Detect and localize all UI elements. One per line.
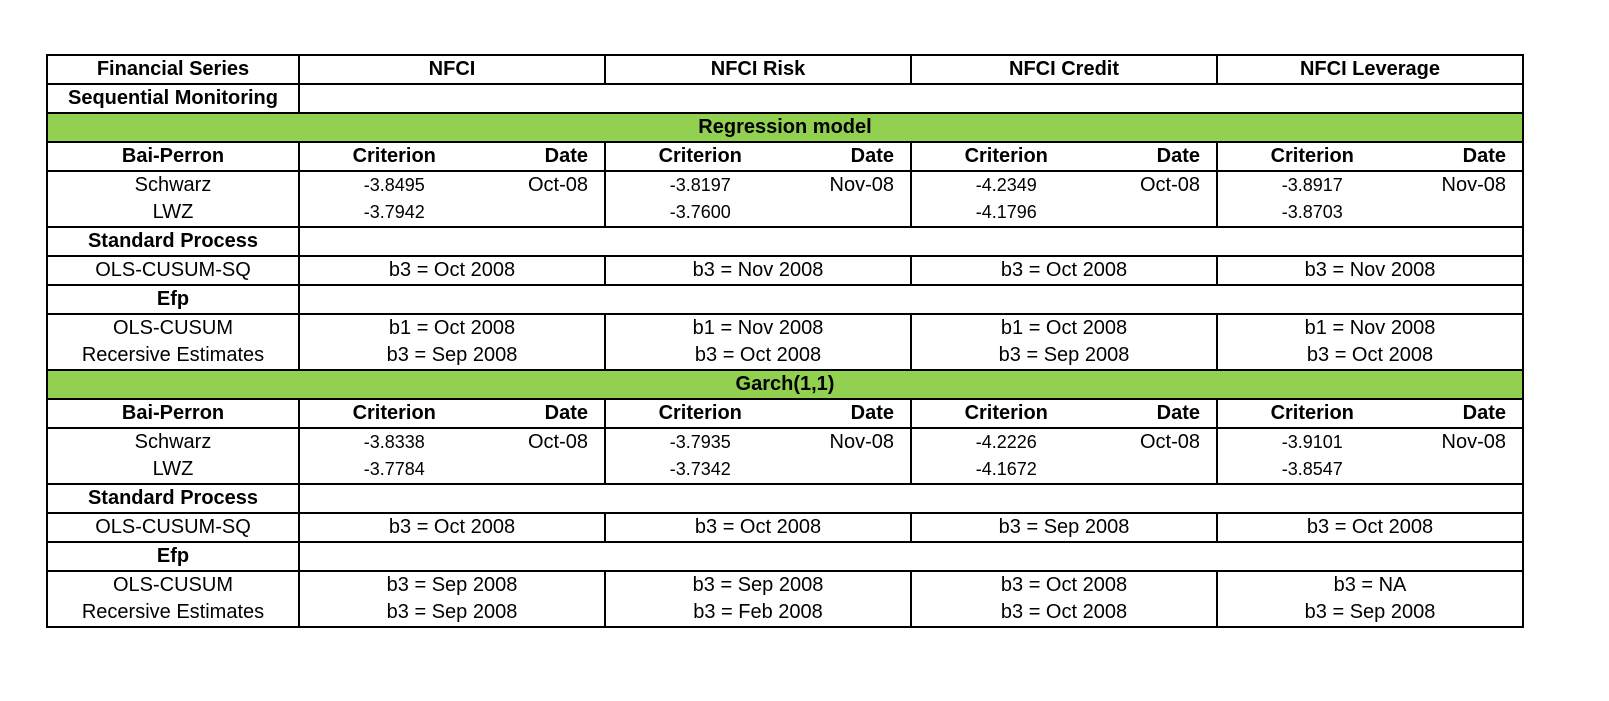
value-cell: b3 = Sep 2008 <box>298 342 606 371</box>
table-row: OLS-CUSUM b3 = Sep 2008 b3 = Sep 2008 b3… <box>46 570 1524 599</box>
empty-cell <box>298 284 1524 315</box>
empty-cell <box>298 83 1524 114</box>
criterion-date-header: Criterion Date <box>910 398 1218 429</box>
value-cell: b1 = Nov 2008 <box>604 313 912 342</box>
value-cell: -3.7935 Nov-08 <box>604 427 912 456</box>
value-cell: b3 = Sep 2008 <box>298 570 606 599</box>
value-cell: b1 = Oct 2008 <box>298 313 606 342</box>
series-header: NFCI Leverage <box>1216 54 1524 85</box>
bai-perron-label: Bai-Perron <box>46 141 300 172</box>
value-cell: -4.2349 Oct-08 <box>910 170 1218 199</box>
value-cell: b3 = Oct 2008 <box>1216 512 1524 543</box>
criterion-date-header: Criterion Date <box>298 141 606 172</box>
empty-cell <box>298 483 1524 514</box>
value-cell: b3 = Oct 2008 <box>910 255 1218 286</box>
row-label: Recersive Estimates <box>46 342 300 371</box>
criterion-date-header: Criterion Date <box>1216 141 1524 172</box>
value-cell: -3.8547 <box>1216 456 1524 485</box>
row-label: Schwarz <box>46 170 300 199</box>
criterion-date-header: Criterion Date <box>1216 398 1524 429</box>
efp-label: Efp <box>46 541 300 572</box>
section-title: Garch(1,1) <box>46 369 1524 400</box>
value-cell: b3 = Oct 2008 <box>604 512 912 543</box>
value-cell: b1 = Nov 2008 <box>1216 313 1524 342</box>
section-title: Regression model <box>46 112 1524 143</box>
criterion-date-header: Criterion Date <box>604 141 912 172</box>
value-cell: -3.7784 <box>298 456 606 485</box>
standard-process-row: Standard Process <box>46 226 1524 257</box>
series-header: NFCI Risk <box>604 54 912 85</box>
row-label: Recersive Estimates <box>46 599 300 628</box>
value-cell: b3 = Nov 2008 <box>1216 255 1524 286</box>
sequential-monitoring-label: Sequential Monitoring <box>46 83 300 114</box>
table-row: Schwarz -3.8338 Oct-08 -3.7935 Nov-08 -4.2… <box>46 427 1524 456</box>
value-cell: b3 = Sep 2008 <box>298 599 606 628</box>
value-cell: -4.1672 <box>910 456 1218 485</box>
sequential-monitoring-row: Sequential Monitoring <box>46 83 1524 114</box>
row-label: OLS-CUSUM-SQ <box>46 255 300 286</box>
bai-perron-header-row: Bai-Perron Criterion Date Criterion Date C… <box>46 141 1524 172</box>
value-cell: b3 = Sep 2008 <box>910 512 1218 543</box>
value-cell: -3.7600 <box>604 199 912 228</box>
value-cell: -3.7942 <box>298 199 606 228</box>
row-label: Schwarz <box>46 427 300 456</box>
value-cell: b3 = Oct 2008 <box>910 599 1218 628</box>
value-cell: b3 = Oct 2008 <box>604 342 912 371</box>
standard-process-label: Standard Process <box>46 483 300 514</box>
efp-row: Efp <box>46 541 1524 572</box>
empty-cell <box>298 541 1524 572</box>
value-cell: b3 = Feb 2008 <box>604 599 912 628</box>
row-label: LWZ <box>46 456 300 485</box>
criterion-date-header: Criterion Date <box>298 398 606 429</box>
section-band: Garch(1,1) <box>46 369 1524 400</box>
efp-row: Efp <box>46 284 1524 315</box>
empty-cell <box>298 226 1524 257</box>
row-label: LWZ <box>46 199 300 228</box>
bai-perron-header-row: Bai-Perron Criterion Date Criterion Date C… <box>46 398 1524 429</box>
value-cell: -4.1796 <box>910 199 1218 228</box>
value-cell: -4.2226 Oct-08 <box>910 427 1218 456</box>
financial-series-label: Financial Series <box>46 54 300 85</box>
table-row: Schwarz -3.8495 Oct-08 -3.8197 Nov-08 -4.2… <box>46 170 1524 199</box>
standard-process-label: Standard Process <box>46 226 300 257</box>
table-row: LWZ -3.7784 -3.7342 -4.1672 -3.8547 <box>46 456 1524 485</box>
value-cell: b3 = Oct 2008 <box>910 570 1218 599</box>
value-cell: b3 = Sep 2008 <box>1216 599 1524 628</box>
value-cell: b1 = Oct 2008 <box>910 313 1218 342</box>
value-cell: -3.7342 <box>604 456 912 485</box>
table-row: OLS-CUSUM b1 = Oct 2008 b1 = Nov 2008 b1… <box>46 313 1524 342</box>
results-table: Financial Series NFCI NFCI Risk NFCI Cre… <box>46 54 1524 628</box>
section-band: Regression model <box>46 112 1524 143</box>
value-cell: b3 = NA <box>1216 570 1524 599</box>
value-cell: -3.8703 <box>1216 199 1524 228</box>
table-row: Recersive Estimates b3 = Sep 2008 b3 = O… <box>46 342 1524 371</box>
row-label: OLS-CUSUM <box>46 570 300 599</box>
value-cell: -3.8197 Nov-08 <box>604 170 912 199</box>
criterion-date-header: Criterion Date <box>604 398 912 429</box>
table-row: OLS-CUSUM-SQ b3 = Oct 2008 b3 = Nov 2008… <box>46 255 1524 286</box>
series-header: NFCI Credit <box>910 54 1218 85</box>
value-cell: b3 = Oct 2008 <box>298 512 606 543</box>
criterion-date-header: Criterion Date <box>910 141 1218 172</box>
efp-label: Efp <box>46 284 300 315</box>
standard-process-row: Standard Process <box>46 483 1524 514</box>
value-cell: -3.8917 Nov-08 <box>1216 170 1524 199</box>
table-row: Recersive Estimates b3 = Sep 2008 b3 = F… <box>46 599 1524 628</box>
table-row: LWZ -3.7942 -3.7600 -4.1796 -3.8703 <box>46 199 1524 228</box>
value-cell: -3.8495 Oct-08 <box>298 170 606 199</box>
value-cell: -3.8338 Oct-08 <box>298 427 606 456</box>
value-cell: b3 = Oct 2008 <box>1216 342 1524 371</box>
value-cell: b3 = Oct 2008 <box>298 255 606 286</box>
table-row: OLS-CUSUM-SQ b3 = Oct 2008 b3 = Oct 2008… <box>46 512 1524 543</box>
value-cell: b3 = Sep 2008 <box>604 570 912 599</box>
value-cell: b3 = Nov 2008 <box>604 255 912 286</box>
header-row: Financial Series NFCI NFCI Risk NFCI Cre… <box>46 54 1524 85</box>
series-header: NFCI <box>298 54 606 85</box>
value-cell: b3 = Sep 2008 <box>910 342 1218 371</box>
row-label: OLS-CUSUM <box>46 313 300 342</box>
value-cell: -3.9101 Nov-08 <box>1216 427 1524 456</box>
bai-perron-label: Bai-Perron <box>46 398 300 429</box>
row-label: OLS-CUSUM-SQ <box>46 512 300 543</box>
